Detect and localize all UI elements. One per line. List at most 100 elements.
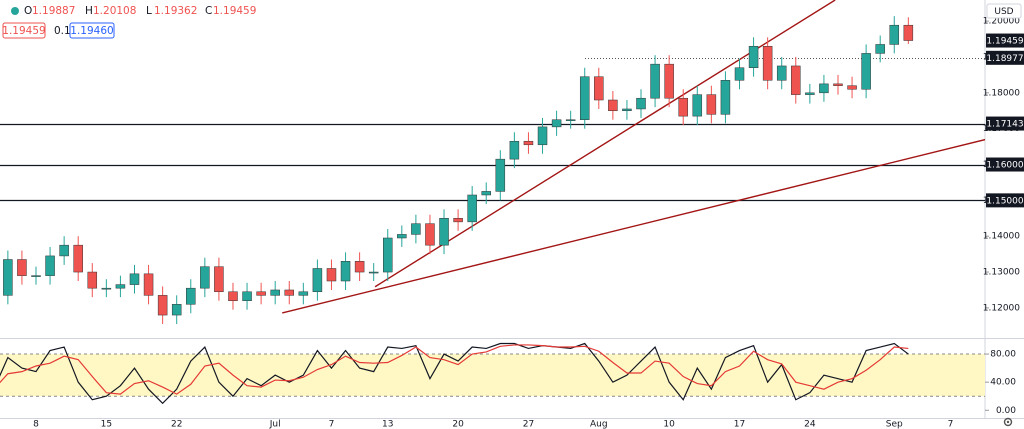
y-tick-label: 1.13000 [983, 268, 1020, 278]
x-tick-label: 22 [171, 420, 182, 429]
price-box [986, 193, 1024, 208]
osc-tick-label: 40.00 [990, 378, 1016, 388]
candle-body [875, 44, 885, 54]
oscillator-band [0, 354, 985, 397]
currency-label: USD [994, 7, 1013, 17]
candle-body [87, 271, 98, 289]
ohlc-value: 1.19362 [154, 5, 197, 17]
candle-body [833, 83, 843, 86]
candle-body [467, 194, 477, 223]
candle-body [523, 140, 534, 146]
x-tick-label: 13 [382, 420, 393, 429]
ohlc-key: L [146, 5, 152, 17]
ohlc-value: 1.20108 [93, 5, 136, 17]
currency-box[interactable] [986, 3, 1022, 19]
candle-body [579, 76, 590, 120]
x-tick-label: Jul [269, 420, 281, 429]
candle-body [3, 259, 13, 296]
candle-body [397, 234, 407, 239]
candle-body [664, 63, 674, 99]
candle-body [312, 268, 323, 293]
x-tick-label: Sep [886, 420, 903, 429]
price-box [986, 33, 1024, 48]
price-box-label: 1.19459 [986, 37, 1023, 47]
x-tick-label: 15 [101, 420, 112, 429]
y-tick-label: 1.20000 [983, 17, 1020, 27]
y-tick-label: 1.14000 [983, 232, 1020, 242]
candle-body [453, 218, 463, 223]
ohlc-key: O [24, 5, 32, 17]
x-tick-label: 20 [452, 420, 464, 429]
candle-body [537, 126, 548, 146]
candle-body [622, 108, 632, 112]
settings-icon[interactable] [1003, 417, 1013, 427]
ohlc-key: H [85, 5, 93, 17]
spread-value: 0.1 [54, 25, 71, 37]
candle-body [340, 261, 351, 282]
candle-body [439, 218, 449, 246]
x-tick-label: 24 [804, 420, 816, 429]
x-tick-label: 27 [523, 420, 534, 429]
oscillator-line [0, 342, 909, 405]
osc-tick-label: 80.00 [990, 350, 1016, 360]
x-tick-label: 7 [948, 420, 954, 429]
candle-body [171, 304, 182, 316]
candle-body [242, 291, 252, 301]
candle-body [186, 287, 196, 305]
candle-body [157, 295, 168, 316]
x-tick-label: 10 [663, 420, 675, 429]
oscillator-line [0, 344, 909, 395]
candle-body [368, 271, 379, 274]
candle-body [411, 223, 421, 235]
candle-body [129, 273, 140, 285]
ohlc-value: 1.19887 [32, 5, 75, 17]
price-box [986, 116, 1024, 131]
price-pane [0, 0, 985, 325]
candle-body [594, 76, 604, 101]
candle-body [115, 284, 126, 289]
candle-body [678, 97, 688, 117]
candle-body [143, 273, 154, 296]
candle-body [720, 80, 731, 115]
candle-body [776, 65, 787, 81]
candle-body [481, 191, 491, 196]
candle-body [706, 94, 717, 115]
trendline [374, 0, 836, 288]
candle-body [31, 275, 41, 277]
candle-body [495, 158, 506, 192]
price-box-label: 1.17143 [986, 120, 1023, 130]
candle-body [354, 261, 365, 273]
status-dot [11, 7, 19, 15]
bid-value: 1.19459 [2, 25, 45, 37]
osc-tick-label: 0.00 [996, 406, 1016, 416]
y-tick-label: 1.12000 [983, 303, 1020, 313]
candle-body [73, 244, 83, 273]
oscillator-pane [0, 342, 985, 405]
candle-body [692, 94, 703, 117]
candle-body [45, 255, 55, 276]
candle-body [17, 259, 27, 276]
candle-body [383, 237, 393, 273]
price-box-label: 1.18977 [986, 54, 1023, 64]
candle-body [101, 287, 112, 290]
candle-body [565, 119, 576, 121]
candle-body [298, 291, 309, 296]
candle-body [284, 289, 295, 296]
candle-body [762, 45, 773, 81]
candle-body [847, 85, 857, 90]
candle-body [256, 291, 266, 296]
x-tick-label: Aug [590, 420, 608, 429]
ohlc-key: C [205, 5, 212, 17]
candle-body [636, 97, 646, 110]
candle-body [791, 65, 801, 95]
ask-value: 1.19460 [70, 25, 113, 37]
bid-box [2, 22, 46, 39]
candle-body [805, 92, 815, 95]
y-tick-label: 1.18000 [983, 88, 1020, 98]
candle-body [425, 223, 435, 246]
candle-body [228, 291, 238, 301]
x-tick-label: 17 [734, 420, 745, 429]
candle-body [200, 266, 210, 289]
